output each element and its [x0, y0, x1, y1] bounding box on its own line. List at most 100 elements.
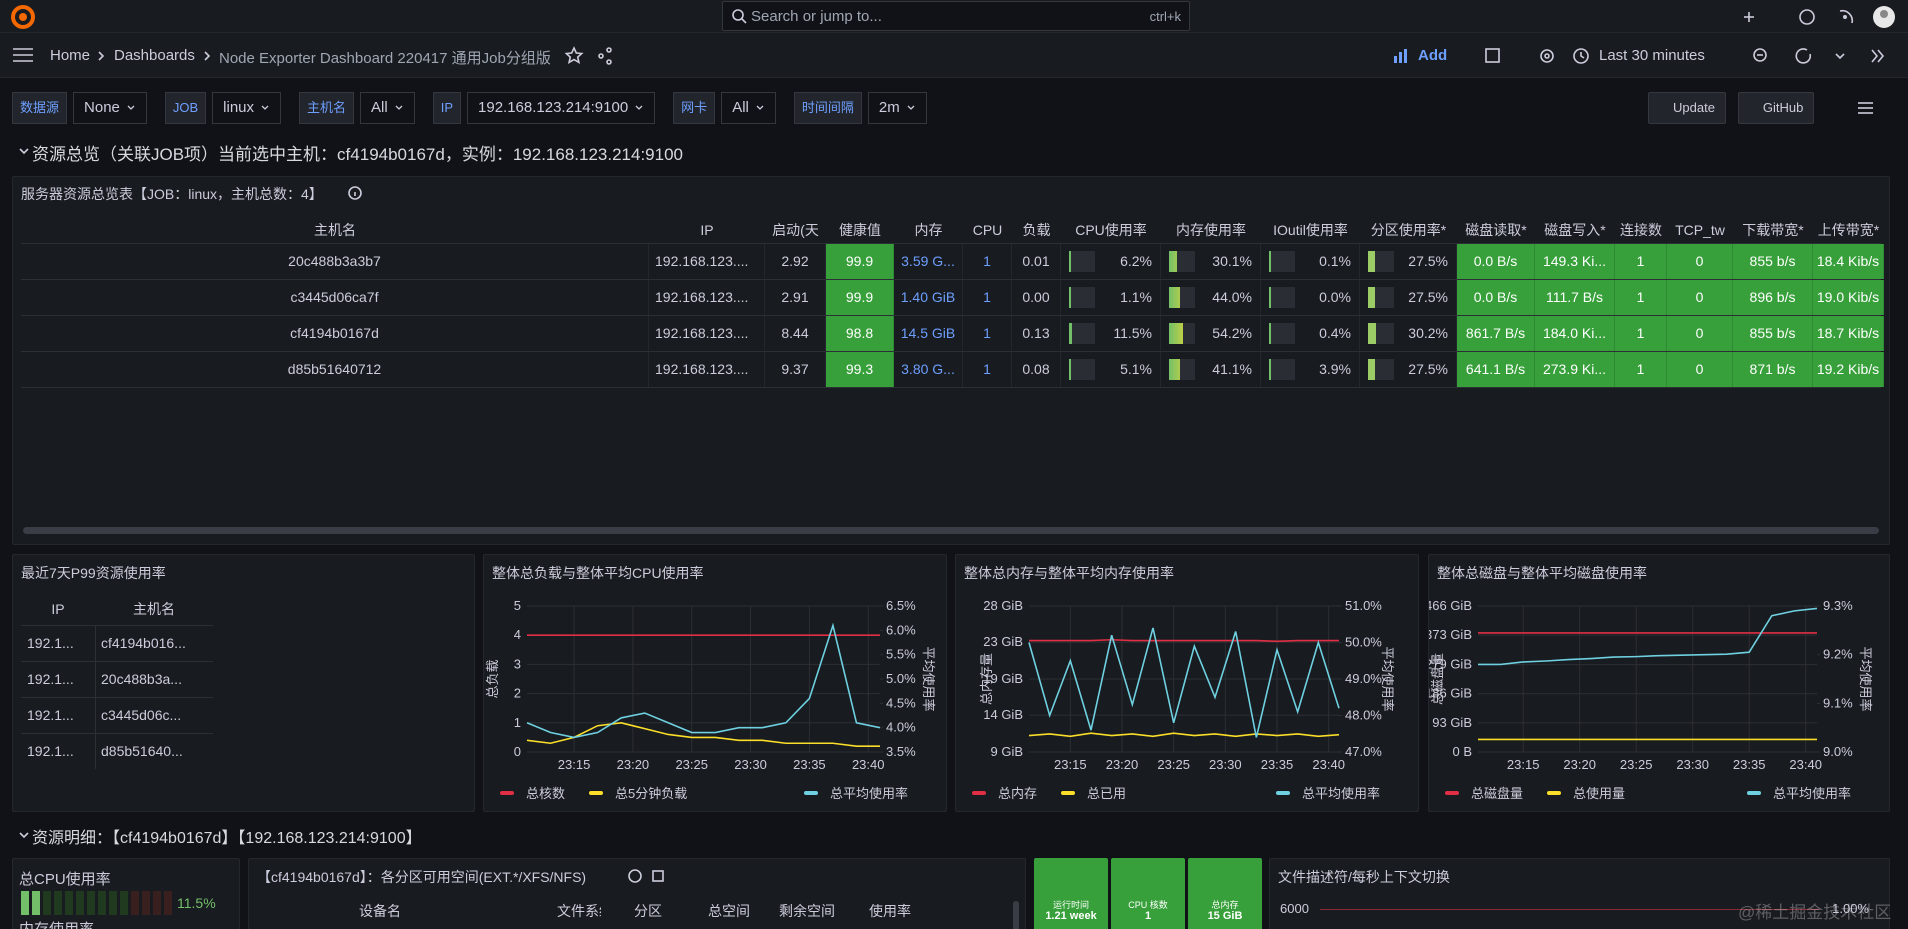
legend-item[interactable]: 总使用量	[1547, 783, 1625, 802]
column-header: 总空间	[708, 903, 750, 919]
column-header[interactable]: TCP_tw	[1675, 222, 1725, 238]
legend-item[interactable]: 总已用	[1061, 783, 1126, 802]
scrollbar[interactable]	[1013, 901, 1019, 929]
column-header[interactable]: 分区使用率*	[1370, 222, 1447, 238]
table-cell: 18.7 Kib/s	[1813, 316, 1884, 351]
button[interactable]: Update	[1648, 92, 1726, 124]
variable-select[interactable]: All	[360, 92, 415, 124]
legend-item[interactable]: 总平均使用率	[803, 783, 908, 802]
breadcrumb-title: Node Exporter Dashboard 220417 通用Job分组版	[219, 50, 551, 67]
legend-item[interactable]: 总平均使用率	[1275, 783, 1380, 802]
cell-text: 5.1%	[1120, 361, 1152, 377]
legend-item[interactable]: 总磁盘量	[1445, 783, 1523, 802]
breadcrumb-home[interactable]: Home	[50, 47, 91, 64]
legend-item[interactable]: 总核数	[500, 783, 565, 802]
gauge-box	[1368, 359, 1394, 380]
column-header[interactable]: 内存	[914, 222, 943, 238]
breadcrumb-dashboards[interactable]: Dashboards	[114, 47, 195, 64]
time-picker[interactable]: Last 30 minutes	[1599, 47, 1705, 64]
column-header[interactable]: 下载带宽*	[1742, 222, 1804, 238]
info-icon[interactable]	[347, 185, 363, 201]
legend-item[interactable]: 总内存	[972, 783, 1037, 802]
logo[interactable]	[10, 4, 36, 30]
led-segment	[164, 891, 172, 915]
cell-text: 0.4%	[1319, 325, 1351, 341]
table-cell: 192.168.123....	[649, 352, 765, 387]
gauge-box	[1368, 287, 1394, 308]
add-button[interactable]: Add	[1418, 47, 1448, 64]
row-title[interactable]: 资源总览（关联JOB项）当前选中主机：cf4194b0167d，实例：192.1…	[32, 145, 683, 164]
column-header[interactable]: CPU	[972, 222, 1003, 238]
legend-swatch	[589, 790, 604, 795]
y2-axis-label: 平均使用率	[1380, 646, 1395, 711]
column-header[interactable]: 主机名	[314, 222, 356, 238]
column-header[interactable]: 磁盘读取*	[1465, 222, 1527, 238]
table-cell: 273.9 Ki...	[1535, 352, 1615, 387]
column-header[interactable]: 内存使用率	[1176, 222, 1246, 238]
panel-menu-icon[interactable]	[1856, 100, 1876, 116]
table-cell: 99.3	[826, 352, 894, 387]
column-header[interactable]: IP	[700, 222, 714, 238]
gauge-cell: 27.5%	[1360, 280, 1457, 315]
variable-label: IP	[432, 92, 462, 124]
table-cell: 1	[963, 352, 1012, 387]
panel-title: 总CPU使用率	[19, 871, 111, 888]
column-header[interactable]: 上传带宽*	[1817, 222, 1880, 238]
legend-item[interactable]: 总平均使用率	[1746, 783, 1851, 802]
cell-text: 3.9%	[1319, 361, 1351, 377]
row-border	[21, 315, 1881, 316]
row-border	[21, 697, 213, 698]
panel-icons[interactable]	[627, 868, 667, 884]
column-header[interactable]: 健康值	[839, 222, 881, 238]
chevron	[756, 105, 764, 110]
column-header[interactable]: 连接数	[1620, 222, 1662, 238]
column-header[interactable]: 启动(天	[772, 222, 819, 238]
legend-item[interactable]: 总5分钟负载	[589, 783, 687, 802]
y2-tick-label: 4.0%	[886, 720, 916, 735]
legend: 总平均使用率	[1275, 783, 1404, 802]
stat-box: 运行时间 1.21 week	[1034, 858, 1108, 929]
gauge-fill	[1169, 287, 1181, 308]
stat-label: 运行时间	[1052, 900, 1089, 910]
variable-select[interactable]: 2m	[867, 92, 927, 124]
table-cell: 19.2 Kib/s	[1813, 352, 1884, 387]
y-tick-label: 373 GiB	[1429, 627, 1472, 642]
legend-label: 总内存	[998, 786, 1038, 801]
table-cell: 192.168.123....	[649, 316, 765, 351]
row-border	[21, 351, 1881, 352]
variable-select[interactable]: 192.168.123.214:9100	[467, 92, 656, 124]
series-line	[1320, 909, 1820, 910]
save-settings-icons[interactable]	[1484, 46, 1574, 66]
series-line	[1029, 638, 1339, 643]
variable-select[interactable]: All	[721, 92, 776, 124]
legend-label: 总磁盘量	[1471, 786, 1524, 801]
top-icons[interactable]	[1736, 6, 1896, 28]
row-title[interactable]: 资源明细：【cf4194b0167d】【192.168.123.214:9100…	[32, 830, 422, 847]
menu-icon[interactable]	[12, 46, 34, 64]
stat-value: 15 GiB	[1207, 910, 1243, 922]
variable-select[interactable]: linux	[212, 92, 282, 124]
x-tick-label: 23:25	[1157, 757, 1190, 772]
time-icons[interactable]	[1748, 46, 1898, 66]
scrollbar[interactable]	[23, 527, 1879, 534]
star-share[interactable]	[565, 46, 615, 66]
legend: 总平均使用率	[803, 783, 932, 802]
column-header[interactable]: 负载	[1022, 222, 1051, 238]
button[interactable]: GitHub	[1737, 92, 1815, 124]
y-tick-label: 14 GiB	[983, 707, 1023, 722]
row-chevron[interactable]	[18, 829, 30, 841]
table-cell: 99.9	[826, 280, 894, 315]
variable-select[interactable]: None	[73, 92, 147, 124]
column-header[interactable]: 磁盘写入*	[1544, 222, 1606, 238]
column-header[interactable]: CPU使用率	[1075, 222, 1147, 238]
led-segment	[76, 891, 84, 915]
column-header[interactable]: IOutil使用率	[1273, 222, 1348, 238]
row-chevron[interactable]	[18, 145, 30, 157]
column-border	[95, 625, 96, 769]
table-cell: 0.00	[1012, 280, 1061, 315]
search-box[interactable]: Search or jump to... ctrl+k	[722, 1, 1190, 31]
table-cell: 0	[1667, 316, 1733, 351]
led-segment	[43, 891, 51, 915]
table-cell: 20c488b3a...	[101, 671, 182, 687]
y2-tick-label: 9.2%	[1823, 647, 1853, 662]
